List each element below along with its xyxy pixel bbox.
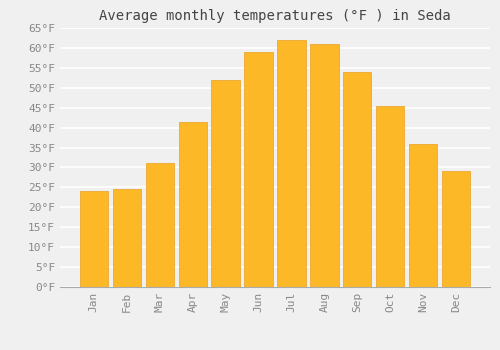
Bar <box>376 106 404 287</box>
Bar <box>146 163 174 287</box>
Bar <box>278 40 305 287</box>
Bar <box>212 80 240 287</box>
Bar <box>80 191 108 287</box>
Bar <box>410 144 438 287</box>
Bar <box>442 172 470 287</box>
Title: Average monthly temperatures (°F ) in Seda: Average monthly temperatures (°F ) in Se… <box>99 9 451 23</box>
Bar <box>244 52 272 287</box>
Bar <box>112 189 140 287</box>
Bar <box>344 72 371 287</box>
Bar <box>310 44 338 287</box>
Bar <box>178 122 206 287</box>
